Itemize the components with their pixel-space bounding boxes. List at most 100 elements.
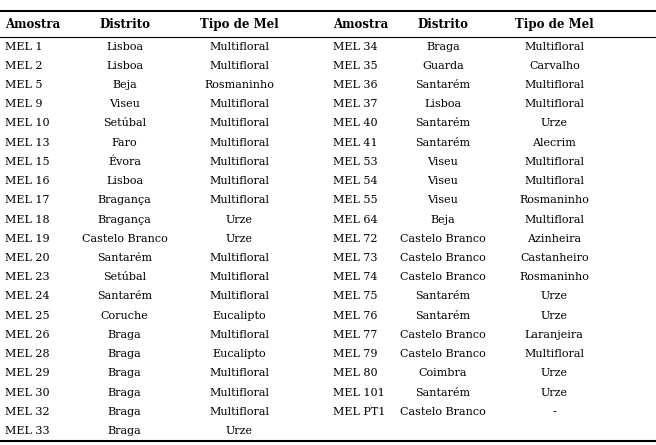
Text: Braga: Braga: [108, 349, 142, 359]
Text: MEL 79: MEL 79: [333, 349, 378, 359]
Text: Castelo Branco: Castelo Branco: [400, 330, 485, 340]
Text: Viseu: Viseu: [109, 99, 140, 109]
Text: Distrito: Distrito: [417, 17, 468, 31]
Text: MEL 74: MEL 74: [333, 272, 378, 282]
Text: Bragança: Bragança: [98, 214, 152, 225]
Text: Multifloral: Multifloral: [209, 41, 270, 52]
Text: Multifloral: Multifloral: [524, 157, 584, 167]
Text: Lisboa: Lisboa: [424, 99, 461, 109]
Text: Urze: Urze: [226, 234, 253, 244]
Text: Braga: Braga: [426, 41, 460, 52]
Text: MEL 32: MEL 32: [5, 407, 50, 417]
Text: MEL 77: MEL 77: [333, 330, 378, 340]
Text: MEL 29: MEL 29: [5, 368, 50, 378]
Text: Multifloral: Multifloral: [524, 214, 584, 225]
Text: Carvalho: Carvalho: [529, 61, 580, 71]
Text: Bragança: Bragança: [98, 195, 152, 205]
Text: Faro: Faro: [112, 138, 138, 148]
Text: MEL 41: MEL 41: [333, 138, 378, 148]
Text: Guarda: Guarda: [422, 61, 464, 71]
Text: MEL 24: MEL 24: [5, 291, 50, 301]
Text: Urze: Urze: [226, 426, 253, 436]
Text: MEL 9: MEL 9: [5, 99, 43, 109]
Text: MEL 64: MEL 64: [333, 214, 378, 225]
Text: MEL 80: MEL 80: [333, 368, 378, 378]
Text: Rosmaninho: Rosmaninho: [520, 195, 589, 205]
Text: Coimbra: Coimbra: [419, 368, 467, 378]
Text: Multifloral: Multifloral: [524, 99, 584, 109]
Text: MEL 33: MEL 33: [5, 426, 50, 436]
Text: Urze: Urze: [541, 368, 568, 378]
Text: Multifloral: Multifloral: [209, 195, 270, 205]
Text: MEL 35: MEL 35: [333, 61, 378, 71]
Text: Beja: Beja: [430, 214, 455, 225]
Text: Multifloral: Multifloral: [209, 272, 270, 282]
Text: Coruche: Coruche: [101, 311, 148, 320]
Text: MEL 30: MEL 30: [5, 388, 50, 397]
Text: Santarém: Santarém: [415, 80, 470, 90]
Text: MEL 19: MEL 19: [5, 234, 50, 244]
Text: MEL 26: MEL 26: [5, 330, 50, 340]
Text: Castanheiro: Castanheiro: [520, 253, 588, 263]
Text: MEL 54: MEL 54: [333, 176, 378, 186]
Text: Tipo de Mel: Tipo de Mel: [515, 17, 594, 31]
Text: Setúbal: Setúbal: [103, 118, 146, 129]
Text: -: -: [552, 407, 556, 417]
Text: MEL 25: MEL 25: [5, 311, 50, 320]
Text: Lisboa: Lisboa: [106, 61, 143, 71]
Text: MEL 17: MEL 17: [5, 195, 50, 205]
Text: Multifloral: Multifloral: [209, 176, 270, 186]
Text: Distrito: Distrito: [99, 17, 150, 31]
Text: Alecrim: Alecrim: [533, 138, 576, 148]
Text: MEL 18: MEL 18: [5, 214, 50, 225]
Text: Multifloral: Multifloral: [209, 330, 270, 340]
Text: Castelo Branco: Castelo Branco: [400, 234, 485, 244]
Text: Multifloral: Multifloral: [209, 388, 270, 397]
Text: Eucalipto: Eucalipto: [213, 349, 266, 359]
Text: Multifloral: Multifloral: [209, 291, 270, 301]
Text: Viseu: Viseu: [427, 176, 459, 186]
Text: Multifloral: Multifloral: [209, 407, 270, 417]
Text: Multifloral: Multifloral: [209, 138, 270, 148]
Text: Castelo Branco: Castelo Branco: [82, 234, 167, 244]
Text: Multifloral: Multifloral: [209, 118, 270, 129]
Text: Multifloral: Multifloral: [524, 41, 584, 52]
Text: MEL 15: MEL 15: [5, 157, 50, 167]
Text: Urze: Urze: [541, 388, 568, 397]
Text: Castelo Branco: Castelo Branco: [400, 272, 485, 282]
Text: MEL 23: MEL 23: [5, 272, 50, 282]
Text: Viseu: Viseu: [427, 195, 459, 205]
Text: Santarém: Santarém: [415, 388, 470, 397]
Text: Braga: Braga: [108, 388, 142, 397]
Text: Lisboa: Lisboa: [106, 176, 143, 186]
Text: Multifloral: Multifloral: [524, 349, 584, 359]
Text: MEL 73: MEL 73: [333, 253, 378, 263]
Text: Urze: Urze: [541, 311, 568, 320]
Text: Multifloral: Multifloral: [209, 368, 270, 378]
Text: Castelo Branco: Castelo Branco: [400, 253, 485, 263]
Text: MEL 16: MEL 16: [5, 176, 50, 186]
Text: Lisboa: Lisboa: [106, 41, 143, 52]
Text: Multifloral: Multifloral: [524, 80, 584, 90]
Text: MEL 72: MEL 72: [333, 234, 378, 244]
Text: Santarém: Santarém: [415, 138, 470, 148]
Text: Multifloral: Multifloral: [209, 61, 270, 71]
Text: Laranjeira: Laranjeira: [525, 330, 584, 340]
Text: MEL 20: MEL 20: [5, 253, 50, 263]
Text: MEL 28: MEL 28: [5, 349, 50, 359]
Text: Santarém: Santarém: [415, 118, 470, 129]
Text: MEL 101: MEL 101: [333, 388, 385, 397]
Text: Eucalipto: Eucalipto: [213, 311, 266, 320]
Text: Castelo Branco: Castelo Branco: [400, 407, 485, 417]
Text: Santarém: Santarém: [97, 253, 152, 263]
Text: Azinheira: Azinheira: [527, 234, 581, 244]
Text: Viseu: Viseu: [427, 157, 459, 167]
Text: MEL 55: MEL 55: [333, 195, 378, 205]
Text: Braga: Braga: [108, 330, 142, 340]
Text: MEL 40: MEL 40: [333, 118, 378, 129]
Text: Urze: Urze: [226, 214, 253, 225]
Text: Santarém: Santarém: [415, 291, 470, 301]
Text: Urze: Urze: [541, 118, 568, 129]
Text: MEL 5: MEL 5: [5, 80, 43, 90]
Text: Braga: Braga: [108, 368, 142, 378]
